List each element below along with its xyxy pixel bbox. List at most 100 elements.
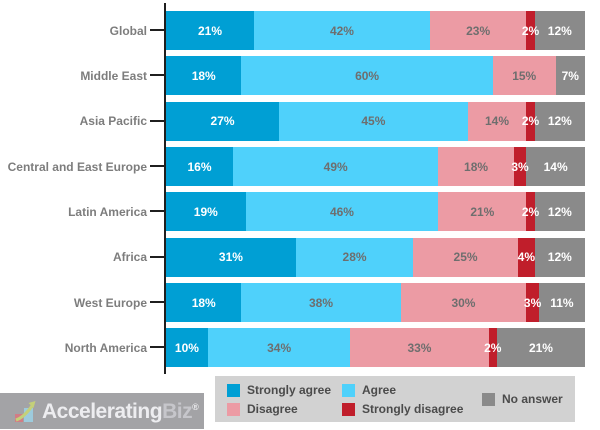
stacked-bar: 19% 46% 21% 2% 12% xyxy=(166,192,585,232)
bar-segment: 42% xyxy=(253,11,430,50)
legend-label: No answer xyxy=(502,392,563,406)
axis-tick xyxy=(150,255,165,258)
y-axis-line xyxy=(164,3,166,374)
legend-swatch xyxy=(342,402,355,416)
category-label: Middle East xyxy=(80,68,147,83)
segment-value-label: 30% xyxy=(451,295,476,310)
bar-segment: 2% xyxy=(484,328,501,368)
bar-segment: 38% xyxy=(241,283,401,323)
logo-text: AcceleratingBiz® xyxy=(42,401,199,422)
stacked-bar: 31% 28% 25% 4% 12% xyxy=(166,237,585,277)
segment-value-label: 25% xyxy=(453,250,478,265)
segment-value-label: 11% xyxy=(550,295,574,310)
bar-segment: 2% xyxy=(522,11,539,50)
chart-row: North America 10% 34% 33% 2% 21% xyxy=(0,328,600,368)
segment-value-label: 2% xyxy=(521,114,540,129)
legend-label: Strongly agree xyxy=(247,383,332,397)
chart-row: Middle East 18% 60% 15% 7% xyxy=(0,56,600,96)
legend-item: No answer xyxy=(482,392,563,406)
chart-row: Global 21% 42% 23% 2% 12% xyxy=(0,11,600,50)
segment-value-label: 21% xyxy=(528,340,553,355)
bar-segment: 11% xyxy=(538,283,585,323)
bar-segment: 23% xyxy=(429,11,527,50)
category-label: Africa xyxy=(112,250,147,265)
chart-row: West Europe 18% 38% 30% 3% 11% xyxy=(0,283,600,323)
segment-value-label: 12% xyxy=(547,204,572,219)
bar-segment: 12% xyxy=(534,237,585,277)
bar-segment: 4% xyxy=(517,237,535,277)
legend-swatch xyxy=(482,392,495,406)
segment-value-label: 4% xyxy=(517,250,535,265)
chart-row: Central and East Europe 16% 49% 18% 3% 14% xyxy=(0,147,600,187)
bar-segment: 2% xyxy=(522,101,539,141)
axis-tick xyxy=(150,165,165,168)
bar-segment: 21% xyxy=(166,11,254,50)
bar-segment: 7% xyxy=(555,56,585,96)
bar-segment: 45% xyxy=(279,101,468,141)
category-label: Global xyxy=(109,23,147,38)
logo-text-secondary: Biz xyxy=(162,399,193,423)
stacked-bar-chart: Global 21% 42% 23% 2% 12% Middle East 18% 60% 15%… xyxy=(0,3,600,374)
legend-item: Agree xyxy=(342,383,396,397)
axis-tick xyxy=(150,119,165,122)
bar-segment: 18% xyxy=(166,56,242,96)
bar-segment: 16% xyxy=(166,147,234,187)
bar-segment: 3% xyxy=(523,283,542,323)
segment-value-label: 18% xyxy=(191,68,216,83)
legend-label: Agree xyxy=(362,383,397,397)
logo-text-primary: Accelerating xyxy=(42,399,163,423)
segment-value-label: 18% xyxy=(191,295,216,310)
legend-label: Strongly disagree xyxy=(362,402,464,416)
segment-value-label: 12% xyxy=(547,250,572,265)
chart-row: Africa 31% 28% 25% 4% 12% xyxy=(0,237,600,277)
legend-label: Disagree xyxy=(247,402,298,416)
bar-segment: 15% xyxy=(492,56,556,96)
legend-swatch xyxy=(227,402,240,416)
category-label: Central and East Europe xyxy=(7,159,147,174)
stacked-bar: 27% 45% 14% 2% 12% xyxy=(166,101,585,141)
stacked-bar: 10% 34% 33% 2% 21% xyxy=(166,328,585,368)
bar-segment: 28% xyxy=(295,237,414,277)
stacked-bar: 16% 49% 18% 3% 14% xyxy=(166,147,585,187)
legend-swatch xyxy=(342,383,355,397)
segment-value-label: 23% xyxy=(466,23,491,38)
bar-segment: 46% xyxy=(245,192,439,232)
segment-value-label: 7% xyxy=(561,68,579,83)
legend-swatch xyxy=(227,383,240,397)
category-label: Latin America xyxy=(68,204,147,219)
bar-segment: 34% xyxy=(207,328,351,368)
category-label: West Europe xyxy=(73,295,147,310)
bar-segment: 21% xyxy=(496,328,585,368)
axis-tick xyxy=(150,74,165,77)
bar-segment: 18% xyxy=(438,147,514,187)
bar-segment: 49% xyxy=(233,147,439,187)
segment-value-label: 21% xyxy=(197,23,222,38)
segment-value-label: 60% xyxy=(355,68,380,83)
category-label: Asia Pacific xyxy=(79,114,147,129)
segment-value-label: 33% xyxy=(407,340,432,355)
legend: Strongly agree Agree Disagree Strongly disa… xyxy=(215,376,575,422)
bar-segment: 19% xyxy=(166,192,246,232)
bar-segment: 33% xyxy=(350,328,489,368)
segment-value-label: 3% xyxy=(523,295,542,310)
segment-value-label: 34% xyxy=(267,340,292,355)
segment-value-label: 45% xyxy=(361,114,386,129)
category-label: North America xyxy=(64,340,147,355)
axis-tick xyxy=(150,210,165,213)
segment-value-label: 21% xyxy=(470,204,495,219)
segment-value-label: 31% xyxy=(218,250,243,265)
segment-value-label: 14% xyxy=(484,114,510,129)
segment-value-label: 49% xyxy=(323,159,348,174)
segment-value-label: 28% xyxy=(342,250,367,265)
bar-segment: 27% xyxy=(166,101,280,141)
axis-tick xyxy=(150,29,165,31)
segment-value-label: 14% xyxy=(543,159,568,174)
bar-segment: 14% xyxy=(526,147,585,187)
bar-segment: 12% xyxy=(534,192,585,232)
stacked-bar: 18% 38% 30% 3% 11% xyxy=(166,283,585,323)
chart-row: Latin America 19% 46% 21% 2% 12% xyxy=(0,192,600,232)
bar-segment: 12% xyxy=(534,11,585,50)
segment-value-label: 19% xyxy=(193,204,218,219)
bar-segment: 18% xyxy=(166,283,242,323)
